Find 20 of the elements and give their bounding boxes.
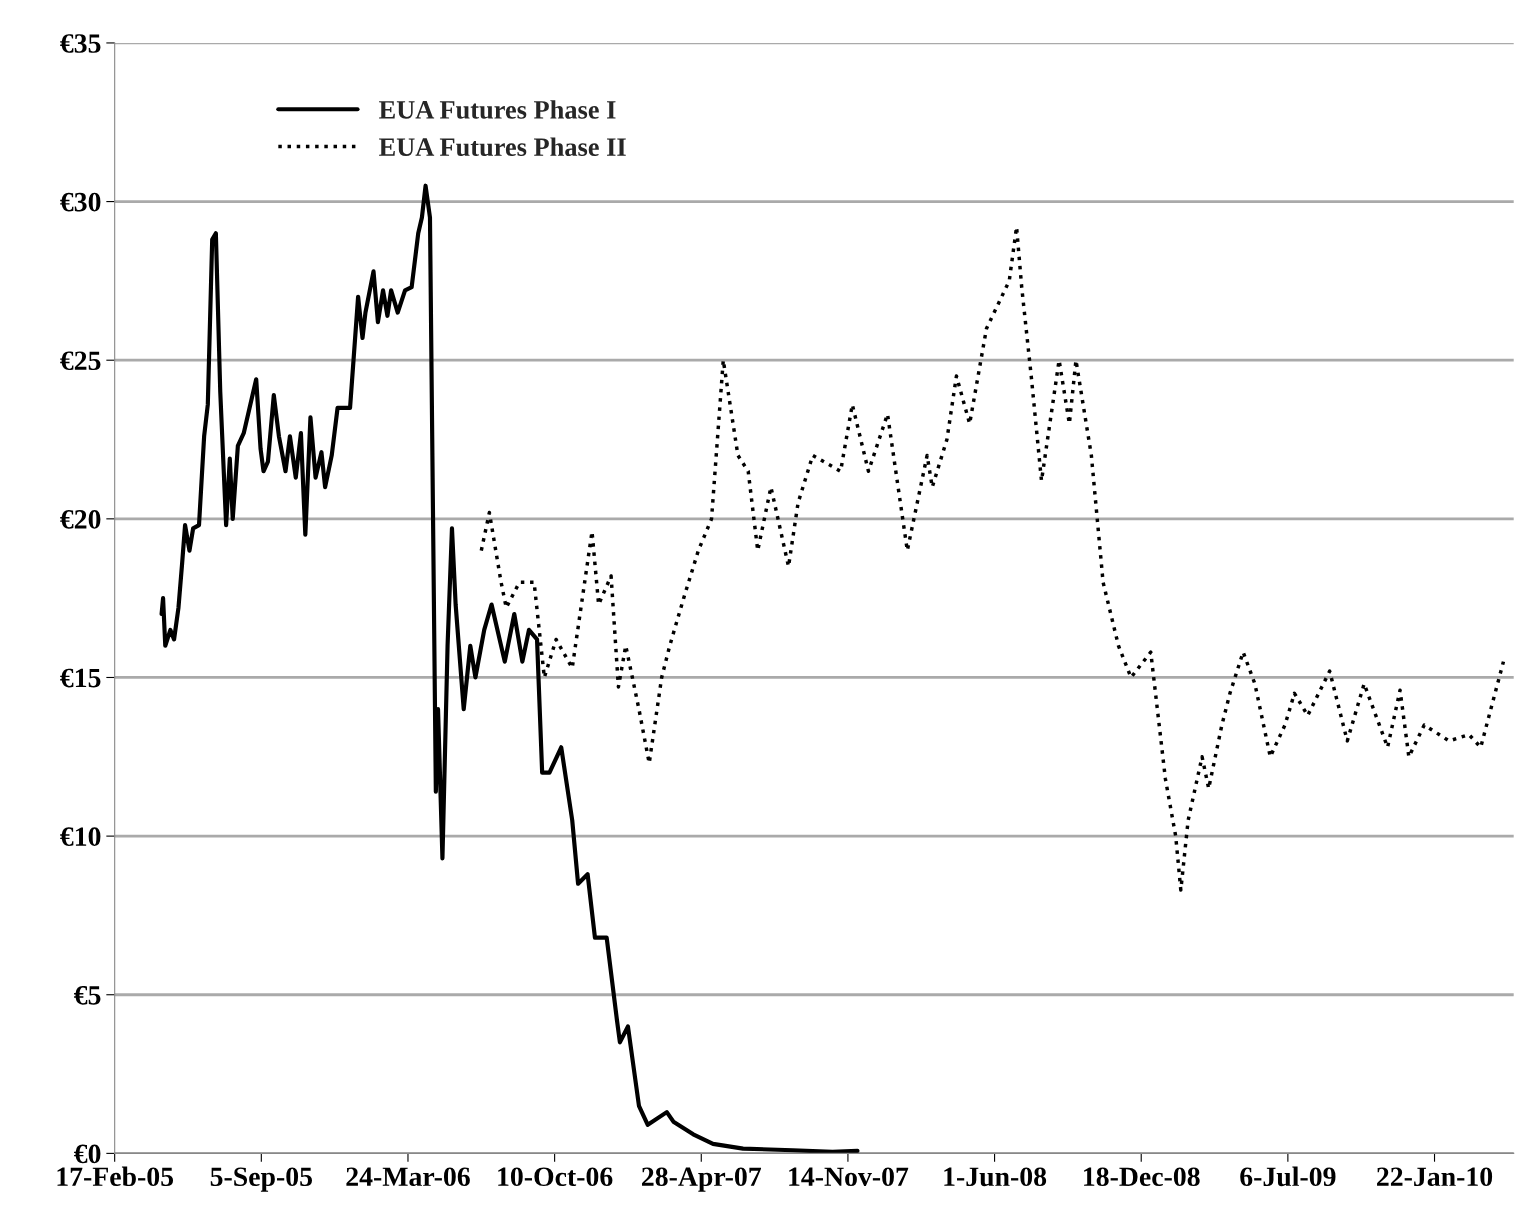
y-tick-label: €20 [60,510,101,529]
x-tick-label: 5-Sep-05 [210,1167,313,1192]
x-tick-label: 6-Jul-09 [1240,1166,1336,1187]
y-tick-label: €15 [60,668,101,688]
x-tick-label: 28-Apr-07 [642,1167,762,1192]
x-tick-label: 14-Nov-07 [789,1167,909,1187]
x-tick-label: 1-Jun-08 [944,1167,1047,1187]
y-tick-label: €25 [60,351,101,371]
x-tick-label: 10-Oct-06 [498,1167,613,1187]
legend-label: EUA Futures Phase I [379,100,616,119]
y-tick-label: €10 [60,827,101,847]
legend-label: EUA Futures Phase II [379,137,626,157]
x-tick-label: 18-Dec-08 [1084,1167,1200,1187]
y-tick-label: €5 [74,985,101,1005]
y-tick-label: €35 [60,34,101,53]
y-tick-label: €0 [74,1144,101,1164]
y-tick-label: €30 [60,192,101,212]
x-tick-label: 22-Jan-10 [1377,1167,1493,1187]
x-tick-label: 24-Mar-06 [346,1167,470,1187]
x-tick-label: 17-Feb-05 [57,1166,174,1187]
